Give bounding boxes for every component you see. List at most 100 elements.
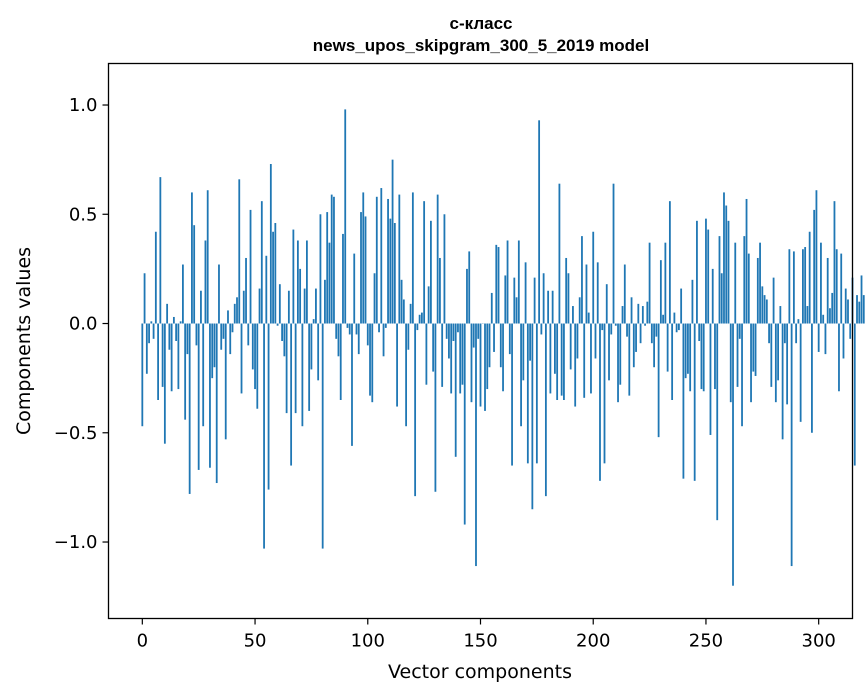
bar-124 [420, 312, 423, 324]
bar-290 [795, 323, 798, 344]
bar-291 [797, 319, 800, 324]
bar-271 [752, 323, 755, 372]
bar-188 [565, 257, 568, 324]
bar-169 [522, 323, 525, 381]
bar-257 [720, 273, 723, 324]
bar-314 [849, 323, 852, 339]
bar-11 [166, 303, 169, 324]
y-tick-label: 0.5 [69, 204, 98, 225]
bar-273 [756, 257, 759, 324]
bar-194 [578, 297, 581, 324]
bar-29 [206, 190, 209, 324]
bar-121 [414, 323, 417, 497]
bar-276 [763, 295, 766, 324]
bar-222 [641, 306, 644, 324]
bar-62 [281, 323, 283, 341]
bar-156 [493, 323, 495, 352]
bar-174 [533, 277, 536, 324]
bar-247 [698, 323, 701, 341]
plot-frame [107, 62, 854, 620]
x-tick-label: 300 [802, 631, 836, 652]
bar-171 [526, 323, 529, 464]
bar-23 [193, 225, 196, 324]
bar-33 [215, 323, 218, 484]
bar-109 [387, 198, 389, 324]
bar-54 [263, 323, 265, 549]
bar-63 [283, 323, 286, 357]
y-tick-label: 0.0 [69, 314, 98, 335]
bar-204 [601, 323, 604, 331]
bar-113 [396, 323, 398, 407]
bar-22 [191, 192, 193, 324]
bar-242 [687, 323, 689, 374]
bar-318 [858, 301, 861, 324]
bar-254 [714, 323, 716, 390]
bar-190 [569, 323, 572, 370]
bar-32 [213, 323, 216, 368]
bar-94 [353, 253, 356, 324]
bar-249 [702, 323, 705, 392]
bar-218 [632, 323, 635, 368]
bar-13 [170, 323, 173, 392]
bar-202 [596, 262, 599, 324]
bar-261 [729, 323, 732, 403]
bar-203 [599, 323, 601, 481]
bar-134 [443, 214, 446, 324]
bar-116 [402, 299, 405, 324]
bar-182 [551, 290, 554, 324]
bar-100 [366, 323, 369, 346]
bar-102 [371, 323, 374, 403]
bar-160 [502, 323, 504, 392]
bar-158 [497, 247, 500, 324]
bar-141 [459, 323, 462, 394]
bar-89 [342, 233, 344, 324]
bar-183 [554, 323, 556, 374]
x-tick-label: 150 [463, 631, 497, 652]
bar-68 [294, 323, 297, 414]
bar-103 [373, 273, 376, 324]
bar-72 [303, 288, 306, 324]
bar-209 [612, 183, 615, 324]
bar-128 [430, 220, 432, 324]
bar-152 [484, 323, 486, 411]
bar-91 [346, 323, 349, 328]
bar-61 [278, 284, 281, 324]
bar-132 [439, 257, 441, 324]
bar-36 [222, 323, 225, 339]
bar-229 [657, 323, 660, 438]
bar-266 [741, 323, 743, 427]
bar-50 [254, 323, 256, 390]
bar-117 [405, 323, 407, 427]
bar-248 [700, 323, 703, 390]
bar-299 [815, 190, 818, 324]
bar-148 [475, 323, 477, 567]
bar-47 [247, 323, 250, 346]
bar-42 [236, 297, 238, 324]
bar-255 [716, 323, 719, 521]
bar-93 [351, 323, 353, 446]
bar-79 [319, 214, 322, 324]
bar-18 [182, 264, 184, 324]
bar-213 [621, 306, 624, 324]
bar-275 [761, 286, 764, 324]
bar-35 [220, 323, 223, 350]
bar-270 [750, 323, 752, 403]
bar-52 [258, 288, 261, 324]
bar-210 [614, 323, 617, 326]
bar-279 [770, 323, 773, 387]
bar-80 [321, 323, 324, 549]
bar-39 [229, 323, 232, 355]
bar-237 [675, 323, 678, 333]
bar-123 [418, 314, 421, 324]
bar-56 [267, 323, 270, 490]
bar-125 [423, 201, 426, 324]
bar-99 [364, 216, 367, 324]
bar-179 [544, 323, 547, 497]
bar-44 [240, 323, 243, 394]
bar-110 [389, 218, 392, 324]
bar-181 [549, 323, 552, 394]
bar-147 [472, 323, 475, 348]
bar-260 [727, 220, 730, 324]
bar-127 [427, 286, 430, 324]
